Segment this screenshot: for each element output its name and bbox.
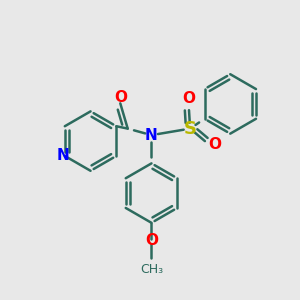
Text: N: N bbox=[145, 128, 158, 142]
Text: O: O bbox=[114, 91, 127, 106]
Text: N: N bbox=[57, 148, 70, 164]
Text: O: O bbox=[208, 137, 221, 152]
Text: CH₃: CH₃ bbox=[140, 263, 163, 276]
Text: O: O bbox=[182, 92, 195, 106]
Text: O: O bbox=[145, 233, 158, 248]
Text: S: S bbox=[184, 120, 196, 138]
